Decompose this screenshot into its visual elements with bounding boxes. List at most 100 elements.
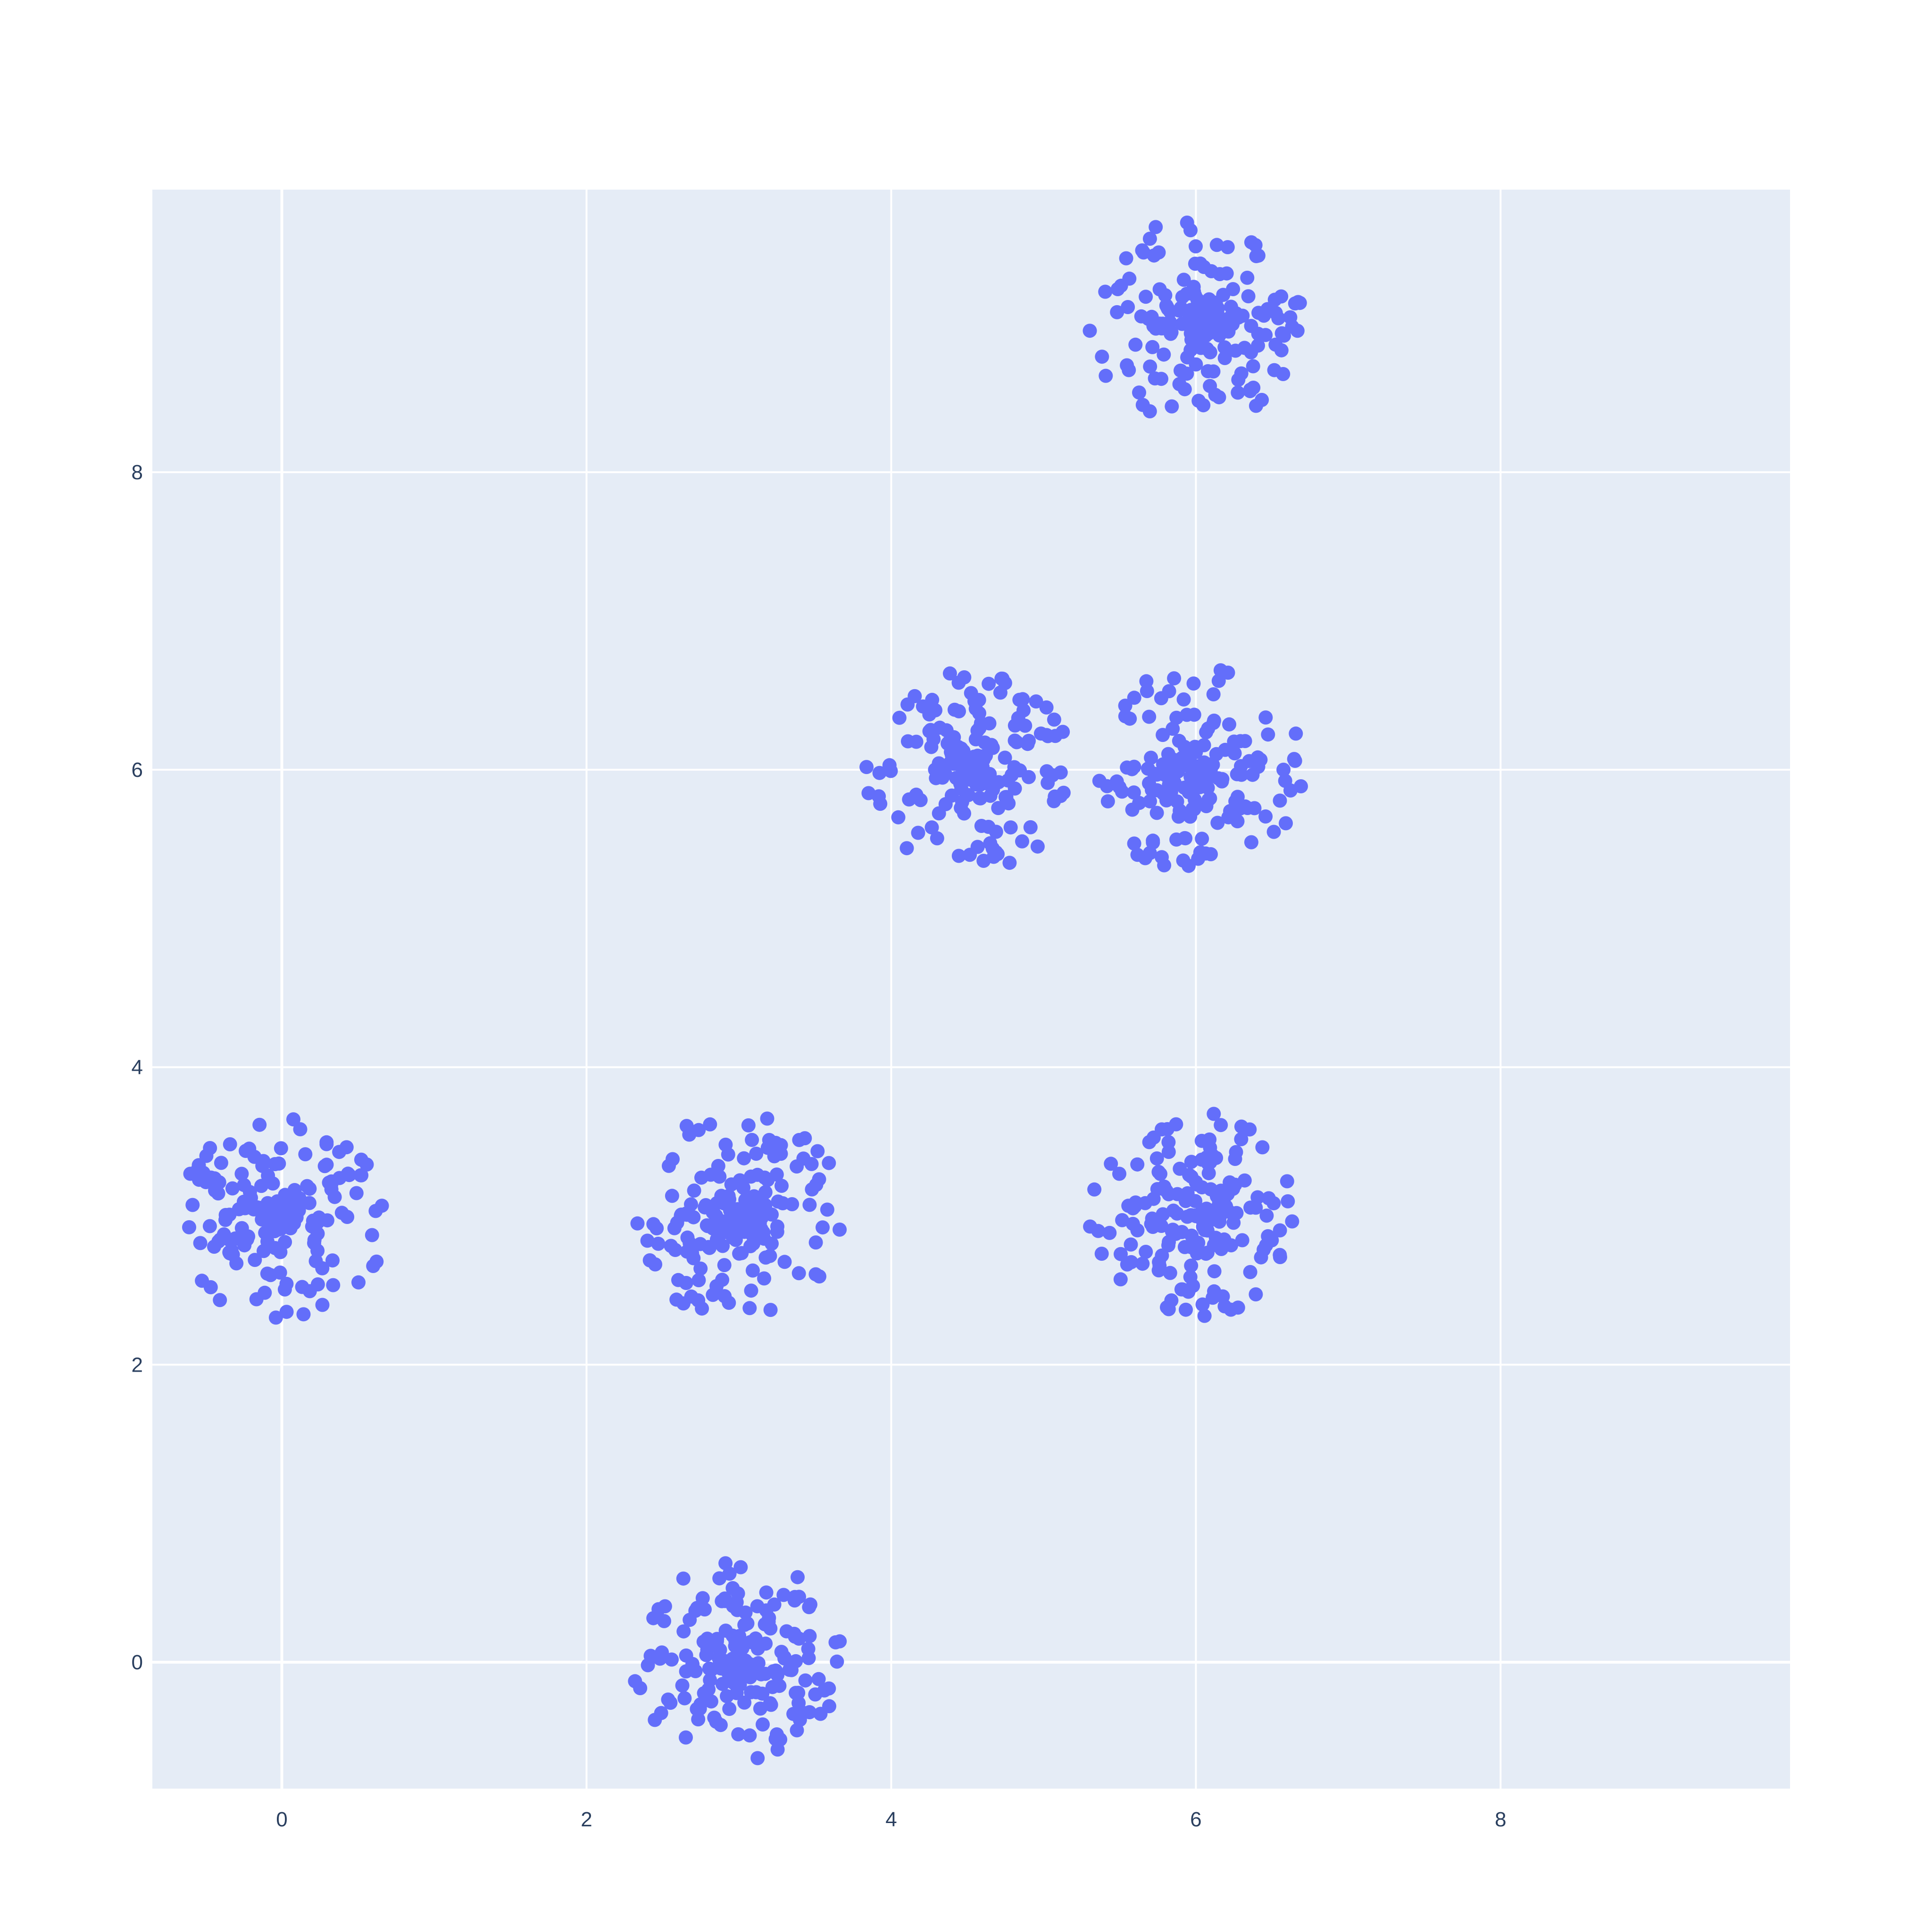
scatter-point xyxy=(1183,1270,1198,1284)
scatter-point xyxy=(968,732,983,747)
scatter-point xyxy=(684,1289,699,1304)
scatter-point xyxy=(1180,286,1194,301)
scatter-point xyxy=(982,716,997,731)
scatter-point xyxy=(822,1699,836,1714)
scatter-point xyxy=(268,1310,283,1325)
scatter-point xyxy=(315,1298,330,1312)
scatter-point xyxy=(199,1149,214,1163)
scatter-point xyxy=(873,797,888,811)
scatter-point xyxy=(1197,1308,1212,1323)
scatter-point xyxy=(1180,216,1194,230)
scatter-point xyxy=(223,1137,237,1151)
scatter-point xyxy=(1114,278,1128,293)
scatter-point xyxy=(1204,847,1218,861)
scatter-point xyxy=(1120,760,1134,775)
scatter-point xyxy=(1188,257,1202,271)
scatter-point xyxy=(1189,239,1203,254)
scatter-point xyxy=(1159,793,1174,808)
scatter-point xyxy=(702,1241,717,1255)
scatter-point xyxy=(1207,1238,1221,1252)
scatter-point xyxy=(1210,816,1225,830)
scatter-point xyxy=(756,1717,770,1732)
scatter-point xyxy=(315,1261,330,1275)
scatter-point xyxy=(1268,306,1283,320)
scatter-point xyxy=(1288,754,1302,768)
scatter-point xyxy=(760,1111,774,1126)
scatter-point xyxy=(182,1220,196,1234)
scatter-point xyxy=(1258,809,1273,824)
scatter-point xyxy=(1161,1238,1175,1253)
scatter-point xyxy=(777,1255,792,1269)
scatter-point xyxy=(1149,1151,1164,1166)
scatter-point xyxy=(715,1677,730,1691)
scatter-point xyxy=(954,771,969,786)
scatter-point xyxy=(1144,1216,1158,1231)
scatter-point xyxy=(317,1159,332,1174)
scatter-point xyxy=(1008,733,1022,748)
scatter-point xyxy=(369,1254,384,1269)
scatter-point xyxy=(1095,350,1109,364)
scatter-point xyxy=(1171,809,1186,824)
scatter-point xyxy=(1184,1258,1199,1273)
scatter-point xyxy=(1185,802,1200,816)
scatter-point xyxy=(982,676,996,691)
scatter-point xyxy=(924,820,939,835)
scatter-point xyxy=(742,1301,757,1316)
scatter-point xyxy=(688,1664,703,1678)
scatter-point xyxy=(798,1673,813,1688)
scatter-point xyxy=(633,1681,648,1695)
scatter-point xyxy=(351,1275,366,1290)
scatter-point xyxy=(1002,856,1017,870)
scatter-point xyxy=(1195,832,1209,846)
scatter-point xyxy=(674,1208,688,1223)
scatter-point xyxy=(1234,1132,1249,1147)
scatter-point xyxy=(1234,366,1249,381)
scatter-point xyxy=(716,1239,730,1253)
scatter-point xyxy=(1015,834,1029,849)
x-tick-label: 0 xyxy=(276,1808,287,1831)
scatter-point xyxy=(365,1228,379,1242)
scatter-point xyxy=(1211,771,1226,786)
scatter-point xyxy=(279,1305,294,1319)
scatter-point xyxy=(234,1166,249,1181)
scatter-point xyxy=(1161,1302,1176,1316)
scatter-point xyxy=(707,1710,722,1725)
x-axis-tick-labels: 0 2 4 6 8 xyxy=(276,1808,1506,1831)
scatter-point xyxy=(770,1668,785,1682)
scatter-point xyxy=(991,775,1006,790)
scatter-point xyxy=(1190,1246,1204,1261)
scatter-point xyxy=(1203,379,1217,393)
scatter-point xyxy=(1209,747,1224,761)
scatter-point xyxy=(1220,240,1235,254)
scatter-point xyxy=(208,1183,222,1198)
x-tick-label: 4 xyxy=(885,1808,897,1831)
scatter-point xyxy=(1127,836,1141,851)
scatter-point xyxy=(272,1156,286,1171)
scatter-point xyxy=(327,1190,342,1204)
scatter-point xyxy=(805,1182,819,1197)
scatter-point xyxy=(1149,783,1164,798)
scatter-point xyxy=(646,1611,661,1625)
scatter-point xyxy=(1112,780,1127,794)
scatter-point xyxy=(952,704,966,718)
scatter-point xyxy=(1205,1207,1220,1222)
scatter-point xyxy=(803,1597,817,1612)
scatter-point xyxy=(718,1556,733,1571)
scatter-point xyxy=(185,1198,200,1212)
scatter-point xyxy=(1186,676,1201,691)
scatter-point xyxy=(1102,1225,1117,1240)
scatter-point xyxy=(731,1586,745,1601)
scatter-point xyxy=(911,825,925,840)
y-tick-label: 8 xyxy=(132,461,143,484)
scatter-point xyxy=(765,1207,779,1222)
scatter-point xyxy=(1179,780,1194,795)
scatter-point xyxy=(951,675,966,690)
scatter-point xyxy=(1124,1255,1139,1269)
scatter-point xyxy=(223,1246,237,1261)
scatter-point xyxy=(684,1197,698,1212)
scatter-point xyxy=(1151,1263,1166,1278)
scatter-point xyxy=(293,1122,308,1137)
scatter-point xyxy=(1165,399,1179,414)
plot-background xyxy=(152,190,1790,1789)
scatter-point xyxy=(759,1585,774,1600)
